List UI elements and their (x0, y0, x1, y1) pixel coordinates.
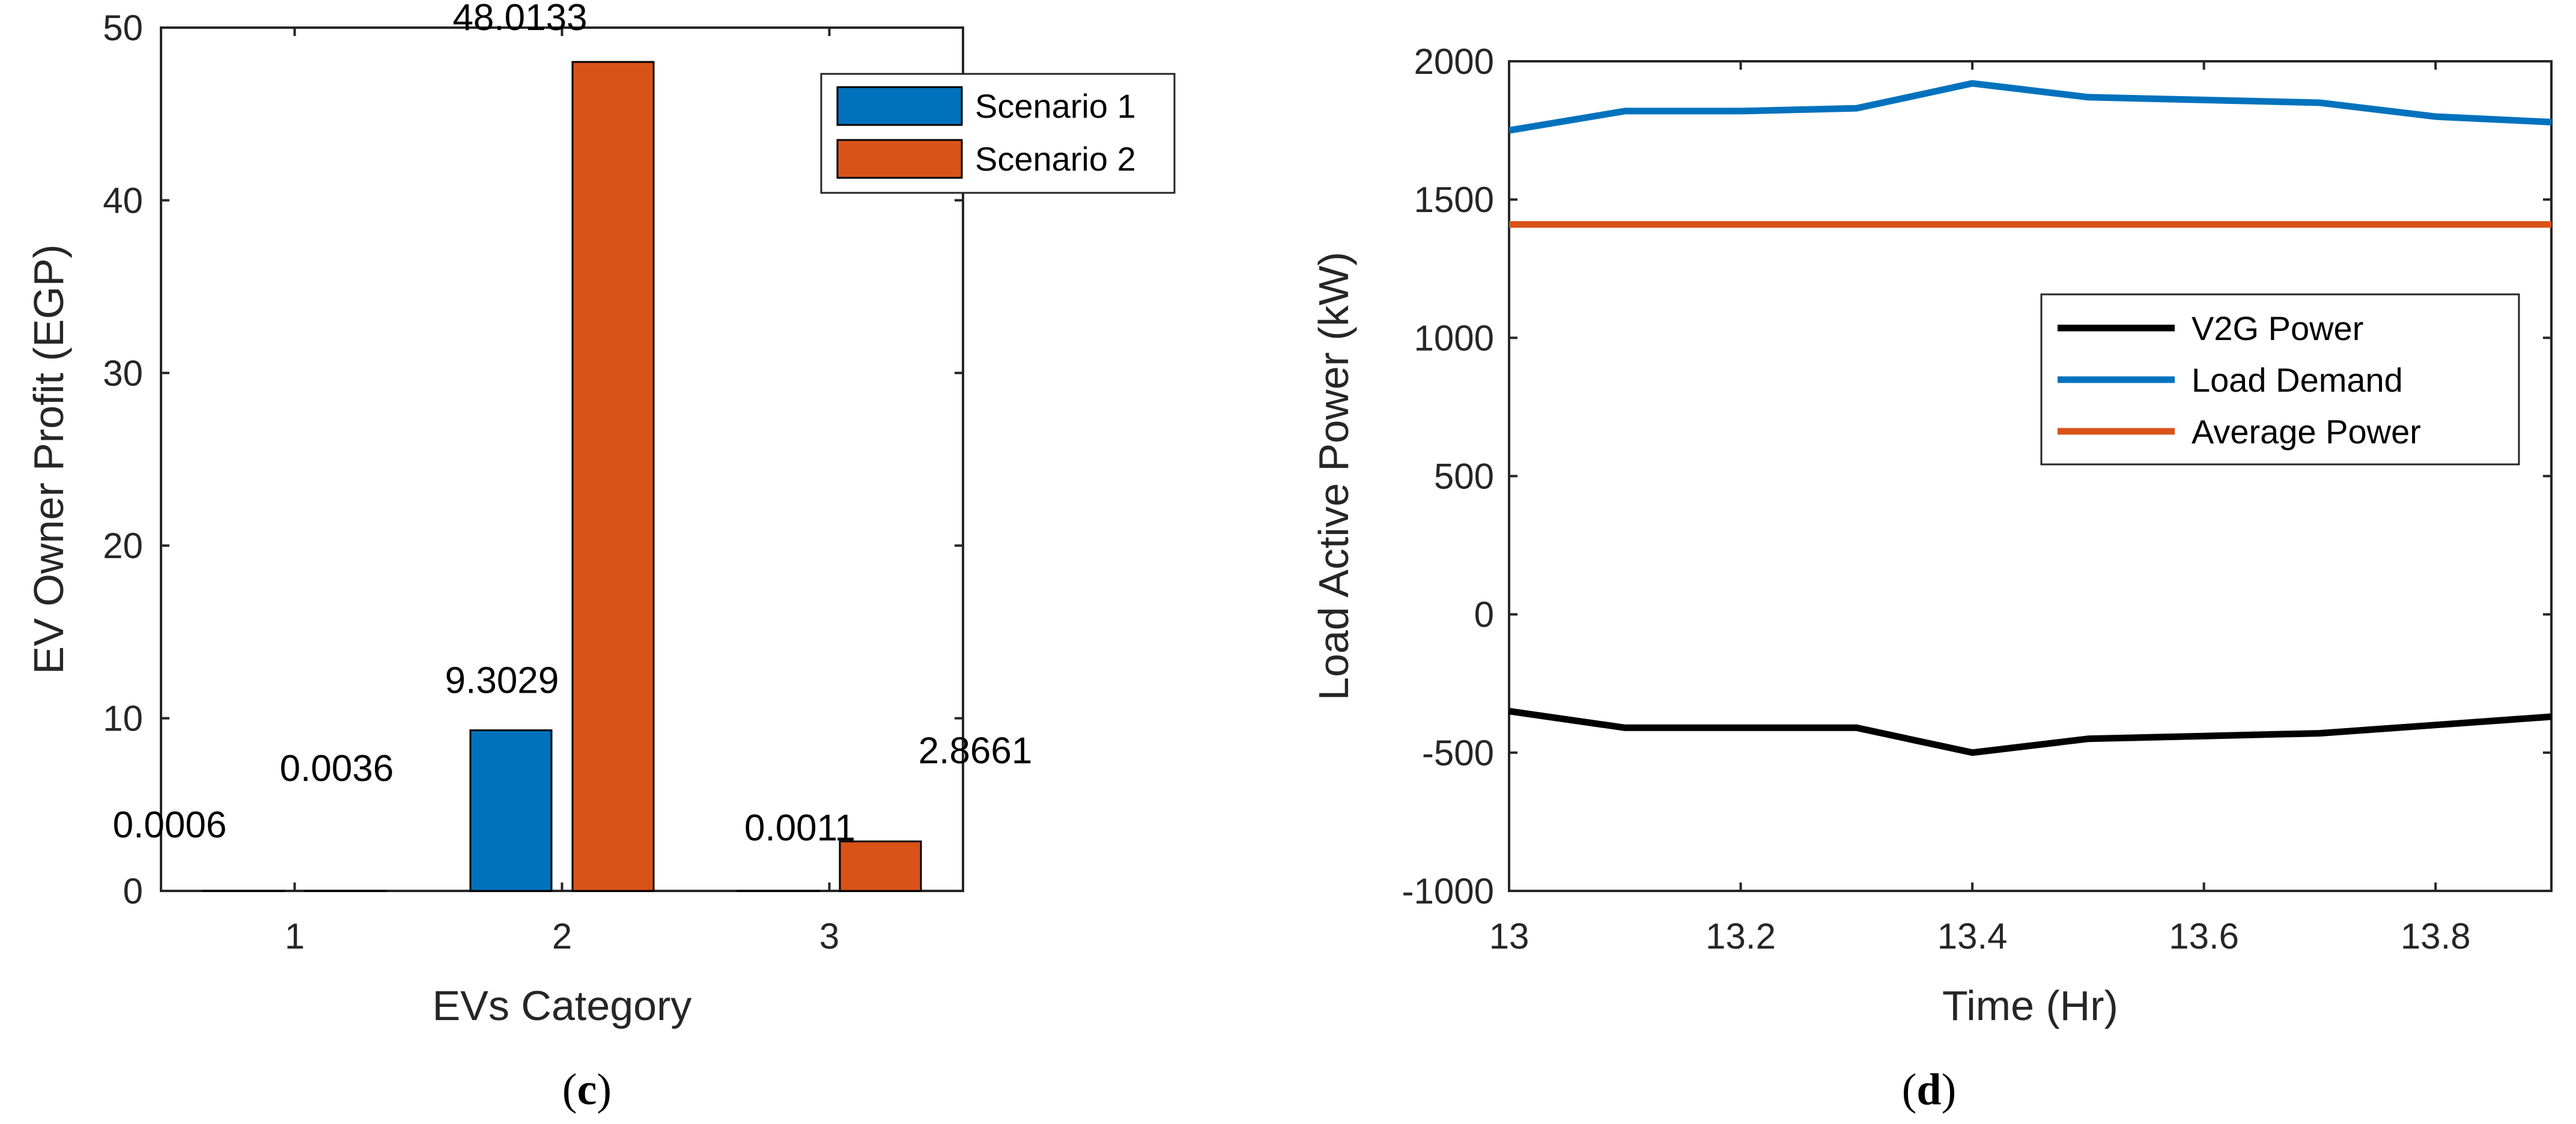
data-label: 48.0133 (452, 0, 587, 38)
series-line-load-demand (1508, 80, 2552, 134)
x-tick-label: 3 (819, 916, 839, 956)
legend-entry: Load Demand (2192, 361, 2403, 399)
x-tick-label: 13.8 (2401, 916, 2471, 956)
bar-scenario-2-cat-3 (839, 840, 922, 892)
data-label: 0.0006 (113, 804, 227, 846)
caption-close: ) (597, 1065, 612, 1114)
y-tick-label: -1000 (1402, 871, 1494, 911)
legend-entry: V2G Power (2192, 309, 2363, 347)
caption-letter: d (1916, 1065, 1941, 1114)
plot-area-d (1508, 60, 2553, 892)
data-label: 9.3029 (445, 660, 559, 702)
data-label: 2.8661 (919, 731, 1033, 772)
y-tick-label: 0 (123, 871, 143, 911)
y-tick-label: 500 (1434, 457, 1494, 497)
x-tick-label: 13.4 (1937, 916, 2008, 956)
series-line-v2g-power (1508, 708, 2552, 756)
x-tick-label: 1 (285, 916, 305, 956)
y-tick-label: 20 (103, 526, 143, 566)
caption-letter: c (577, 1065, 597, 1114)
legend-entry: Scenario 1 (975, 87, 1136, 125)
x-tick-label: 13 (1489, 916, 1530, 956)
x-axis-label: EVs Category (433, 982, 692, 1029)
x-tick-label: 2 (552, 916, 572, 956)
y-tick-label: 1500 (1414, 180, 1494, 220)
caption-close: ) (1942, 1065, 1957, 1114)
y-tick-label: 10 (103, 699, 143, 739)
legend-swatch (836, 139, 963, 179)
y-tick-label: 2000 (1414, 41, 1494, 82)
y-tick-label: 30 (103, 353, 143, 393)
legend-entry: Average Power (2192, 413, 2421, 451)
y-tick-label: -500 (1422, 733, 1494, 773)
x-axis-label: Time (Hr) (1942, 982, 2118, 1029)
panel-d-line-chart: -1000 -500 0 500 1000 1500 2000 13 13.2 13.4 13.6 1… (1310, 41, 2553, 1114)
caption-open: ( (1902, 1065, 1917, 1114)
legend-d: V2G Power Load Demand Average Power (2040, 293, 2520, 466)
x-tick-label: 13.2 (1706, 916, 1776, 956)
bar-scenario-2-cat-2 (571, 61, 655, 892)
legend-entry: Scenario 2 (975, 140, 1136, 178)
y-tick-label: 50 (103, 8, 143, 48)
y-axis-label: Load Active Power (kW) (1310, 252, 1357, 700)
y-tick-label: 0 (1474, 595, 1494, 635)
bar-scenario-1-cat-2 (469, 729, 553, 892)
caption-c: (c) (562, 1065, 612, 1114)
legend-swatch (836, 86, 963, 126)
data-label: 0.0036 (280, 748, 394, 789)
y-tick-label: 40 (103, 180, 143, 220)
legend-c: Scenario 1 Scenario 2 (820, 73, 1176, 194)
caption-open: ( (562, 1065, 577, 1114)
y-axis-label: EV Owner Profit (EGP) (25, 245, 72, 675)
data-label: 0.0011 (744, 807, 855, 849)
panel-c-bar-chart: 0 10 20 30 40 50 1 2 3 0.0006 9.3029 0.0011 0.0036 48… (25, 0, 1176, 1114)
y-tick-label: 1000 (1414, 318, 1494, 358)
x-tick-label: 13.6 (2169, 916, 2239, 956)
caption-d: (d) (1902, 1065, 1956, 1114)
